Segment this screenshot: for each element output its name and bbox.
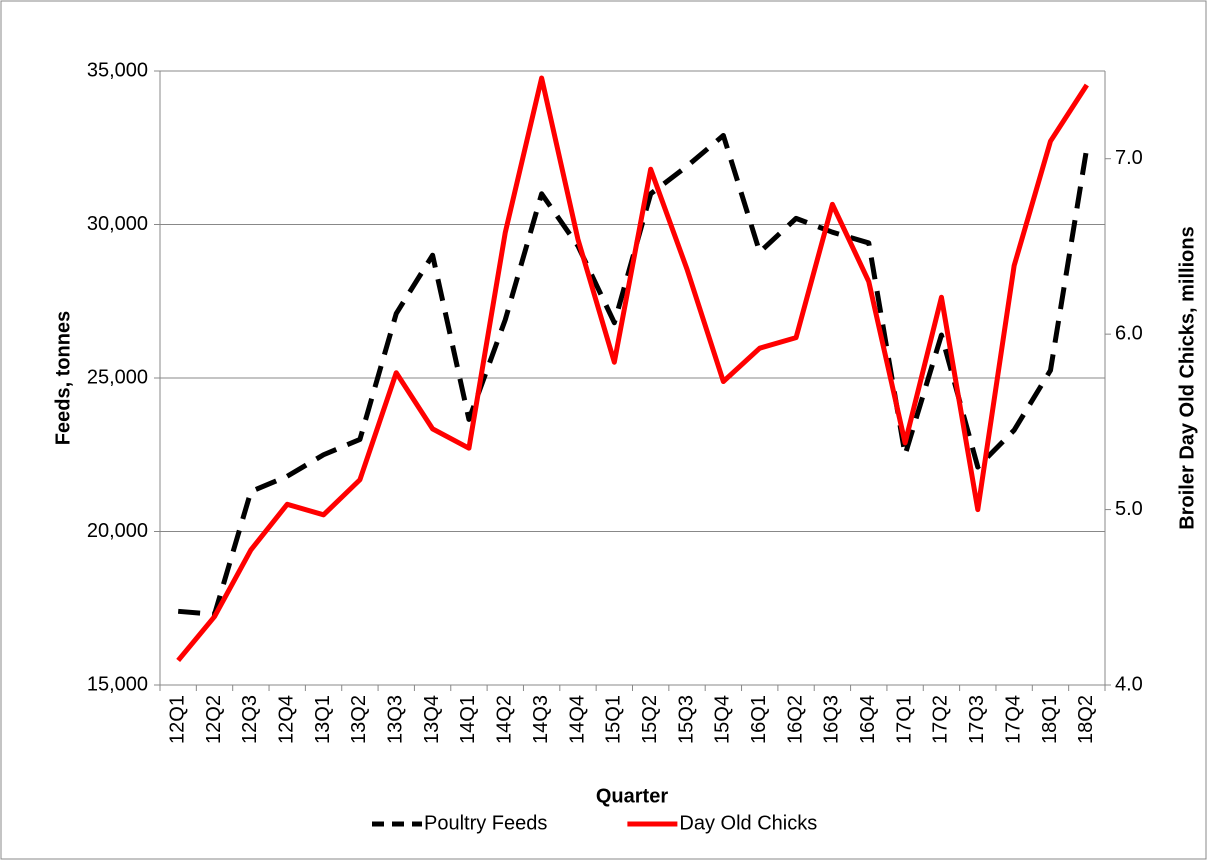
x-tick-label: 14Q3 — [530, 695, 552, 744]
x-tick-label: 17Q2 — [930, 695, 952, 744]
y2-tick-label: 5.0 — [1115, 498, 1143, 520]
y2-tick-label: 7.0 — [1115, 147, 1143, 169]
y-axis-title: Feeds, tonnes — [52, 311, 74, 445]
y-tick-label: 15,000 — [87, 673, 148, 695]
x-tick-label: 13Q4 — [421, 695, 443, 744]
x-tick-label: 15Q2 — [639, 695, 661, 744]
x-tick-label: 12Q4 — [275, 695, 297, 744]
x-tick-label: 16Q4 — [857, 695, 879, 744]
legend-label: Day Old Chicks — [679, 812, 817, 834]
y-tick-label: 20,000 — [87, 520, 148, 542]
x-tick-label: 14Q2 — [494, 695, 516, 744]
x-axis-title: Quarter — [596, 785, 668, 807]
x-tick-label: 16Q2 — [784, 695, 806, 744]
x-tick-label: 18Q1 — [1039, 695, 1061, 744]
x-tick-label: 12Q1 — [166, 695, 188, 744]
x-tick-label: 14Q1 — [457, 695, 479, 744]
x-tick-label: 16Q1 — [748, 695, 770, 744]
x-tick-label: 17Q3 — [966, 695, 988, 744]
y2-axis-title: Broiler Day Old Chicks, millions — [1176, 226, 1198, 529]
x-tick-label: 15Q1 — [603, 695, 625, 744]
x-tick-label: 12Q2 — [203, 695, 225, 744]
y-tick-label: 35,000 — [87, 59, 148, 81]
y2-tick-label: 6.0 — [1115, 322, 1143, 344]
x-tick-label: 17Q4 — [1002, 695, 1024, 744]
x-tick-label: 18Q2 — [1075, 695, 1097, 744]
x-tick-label: 17Q1 — [893, 695, 915, 744]
legend-label: Poultry Feeds — [424, 812, 547, 834]
x-tick-label: 14Q4 — [566, 695, 588, 744]
x-tick-label: 16Q3 — [821, 695, 843, 744]
x-tick-label: 15Q3 — [675, 695, 697, 744]
x-tick-label: 12Q3 — [239, 695, 261, 744]
y-tick-label: 25,000 — [87, 366, 148, 388]
y2-tick-label: 4.0 — [1115, 673, 1143, 695]
x-tick-label: 13Q1 — [312, 695, 334, 744]
y-tick-label: 30,000 — [87, 213, 148, 235]
x-tick-label: 13Q2 — [348, 695, 370, 744]
x-tick-label: 15Q4 — [712, 695, 734, 744]
x-tick-label: 13Q3 — [385, 695, 407, 744]
series-line — [176, 75, 1089, 663]
